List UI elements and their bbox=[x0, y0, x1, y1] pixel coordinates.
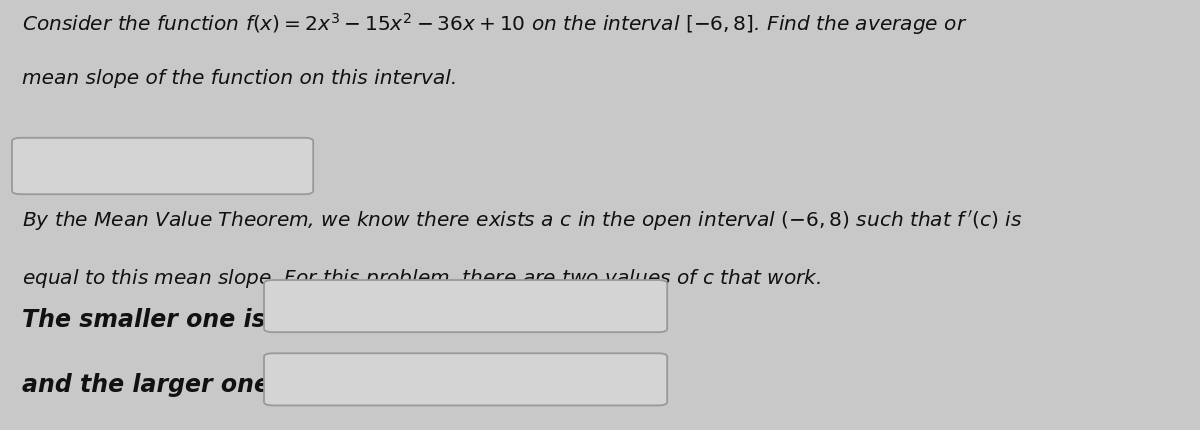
FancyBboxPatch shape bbox=[264, 353, 667, 405]
Text: The smaller one is: The smaller one is bbox=[22, 307, 265, 332]
Text: mean slope of the function on this interval.: mean slope of the function on this inter… bbox=[22, 69, 457, 88]
Text: Consider the function $f(x) = 2x^3 - 15x^2 - 36x + 10$ on the interval $[-6, 8]$: Consider the function $f(x) = 2x^3 - 15x… bbox=[22, 11, 967, 37]
Text: equal to this mean slope. For this problem, there are two values of $c$ that wor: equal to this mean slope. For this probl… bbox=[22, 267, 821, 289]
Text: By the Mean Value Theorem, we know there exists a $c$ in the open interval $(-6,: By the Mean Value Theorem, we know there… bbox=[22, 209, 1022, 233]
FancyBboxPatch shape bbox=[12, 138, 313, 195]
Text: and the larger one is: and the larger one is bbox=[22, 372, 300, 396]
FancyBboxPatch shape bbox=[264, 280, 667, 332]
